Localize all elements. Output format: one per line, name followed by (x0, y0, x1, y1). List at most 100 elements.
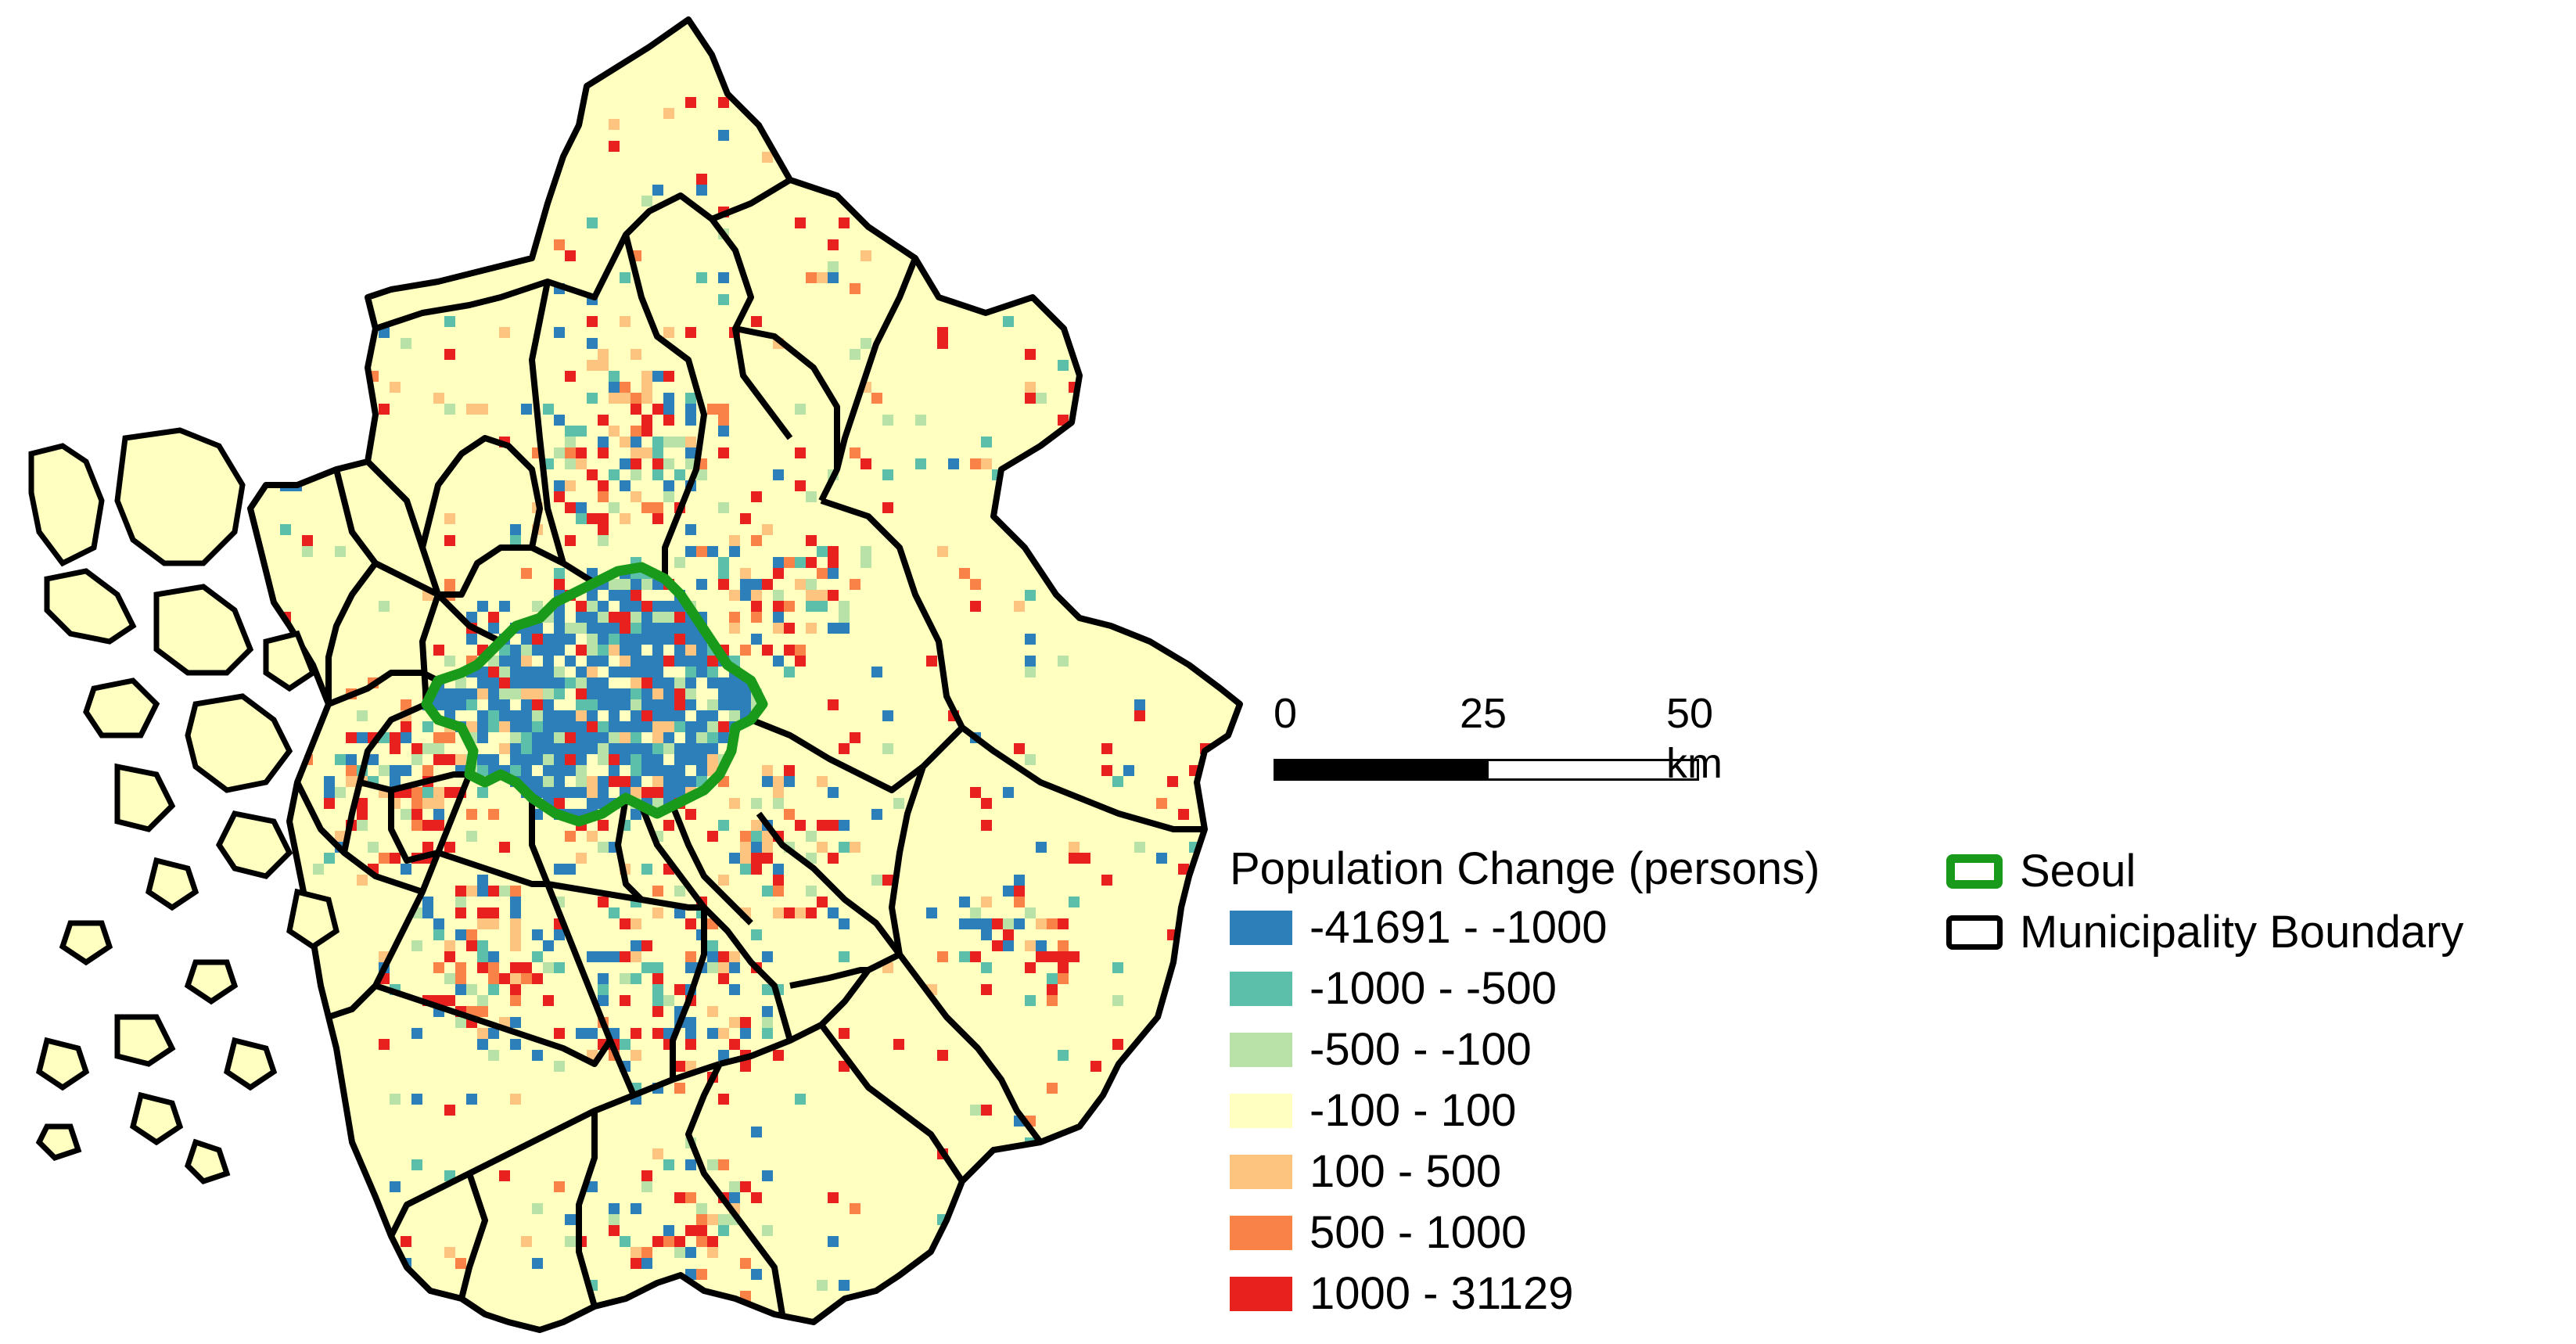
grid-cell (860, 458, 871, 469)
grid-cell (1025, 656, 1036, 667)
grid-cell (477, 765, 488, 776)
grid-cell (433, 732, 444, 743)
grid-cell (620, 601, 631, 612)
grid-cell (1058, 360, 1069, 371)
grid-cell (598, 995, 609, 1006)
grid-cell (565, 426, 576, 437)
grid-cell (532, 1203, 543, 1214)
grid-cell (652, 612, 663, 623)
grid-cell (850, 579, 860, 590)
grid-cell (871, 875, 882, 886)
grid-cell (839, 623, 850, 634)
island-outline (263, 630, 317, 692)
grid-cell (1134, 699, 1145, 710)
grid-cell (543, 667, 554, 677)
grid-cell (674, 623, 685, 634)
grid-cell (707, 1159, 718, 1170)
grid-cell (587, 798, 598, 809)
grid-cell (1003, 918, 1014, 929)
grid-cell (324, 853, 335, 864)
grid-cell (401, 809, 411, 820)
grid-cell (411, 820, 422, 831)
grid-cell (587, 831, 598, 842)
grid-cell (641, 688, 652, 699)
grid-cell (871, 393, 882, 404)
grid-cell (565, 502, 576, 513)
grid-cell (773, 798, 784, 809)
municipality-boundary-line (710, 177, 792, 222)
grid-cell (587, 469, 598, 480)
island-outline (184, 959, 239, 1005)
grid-cell (718, 677, 729, 688)
grid-cell (576, 732, 587, 743)
grid-cell (587, 743, 598, 754)
grid-cell (685, 1017, 696, 1028)
grid-cell (598, 634, 609, 645)
grid-cell (685, 1028, 696, 1039)
grid-cell (609, 721, 620, 732)
grid-cell (499, 721, 510, 732)
grid-cell (587, 612, 598, 623)
grid-cell (620, 645, 631, 656)
region-map (28, 16, 1243, 1333)
legend-swatch (1230, 1033, 1292, 1067)
grid-cell (499, 886, 510, 897)
grid-cell (652, 458, 663, 469)
grid-cell (970, 787, 981, 798)
grid-cell (685, 918, 696, 929)
legend-swatch (1230, 1155, 1292, 1189)
grid-cell (828, 820, 839, 831)
grid-cell (652, 1148, 663, 1159)
grid-cell (411, 743, 422, 754)
grid-cell (970, 1105, 981, 1116)
grid-cell (576, 688, 587, 699)
grid-cell (302, 535, 313, 546)
grid-cell (444, 1105, 455, 1116)
grid-cell (576, 623, 587, 634)
grid-cell (488, 667, 499, 677)
grid-cell (433, 754, 444, 765)
grid-cell (762, 1028, 773, 1039)
grid-cell (652, 1028, 663, 1039)
grid-cell (433, 798, 444, 809)
grid-cell (1112, 1039, 1123, 1050)
grid-cell (521, 743, 532, 754)
grid-cell (631, 590, 641, 601)
grid-cell (850, 842, 860, 853)
grid-cell (696, 743, 707, 754)
grid-cell (620, 480, 631, 491)
grid-cell (674, 765, 685, 776)
legend-item: -1000 - -500 (1230, 958, 1820, 1019)
grid-cell (598, 776, 609, 787)
grid-cell (696, 579, 707, 590)
grid-cell (674, 754, 685, 765)
grid-cell (390, 732, 401, 743)
boundary-legend: Seoul Municipality Boundary (1946, 841, 2463, 963)
grid-cell (598, 984, 609, 995)
grid-cell (477, 721, 488, 732)
municipality-boundary-line (365, 459, 502, 645)
grid-cell (762, 1225, 773, 1236)
grid-cell (1178, 864, 1189, 875)
grid-cell (718, 688, 729, 699)
grid-cell (740, 579, 751, 590)
grid-cell (379, 765, 390, 776)
grid-cell (466, 721, 477, 732)
grid-cell (839, 1028, 850, 1039)
grid-cell (839, 601, 850, 612)
grid-cell (674, 907, 685, 918)
grid-cell (641, 677, 652, 688)
grid-cell (663, 108, 674, 119)
grid-cell (598, 491, 609, 502)
grid-cell (620, 634, 631, 645)
grid-cell (663, 765, 674, 776)
grid-cell (817, 776, 828, 787)
grid-cell (652, 634, 663, 645)
legend-label: 100 - 500 (1310, 1146, 1502, 1197)
grid-cell (685, 1061, 696, 1072)
grid-cell (959, 951, 970, 962)
island-outline (224, 1037, 278, 1091)
grid-cell (729, 984, 740, 995)
grid-cell (839, 612, 850, 623)
grid-cell (620, 437, 631, 447)
